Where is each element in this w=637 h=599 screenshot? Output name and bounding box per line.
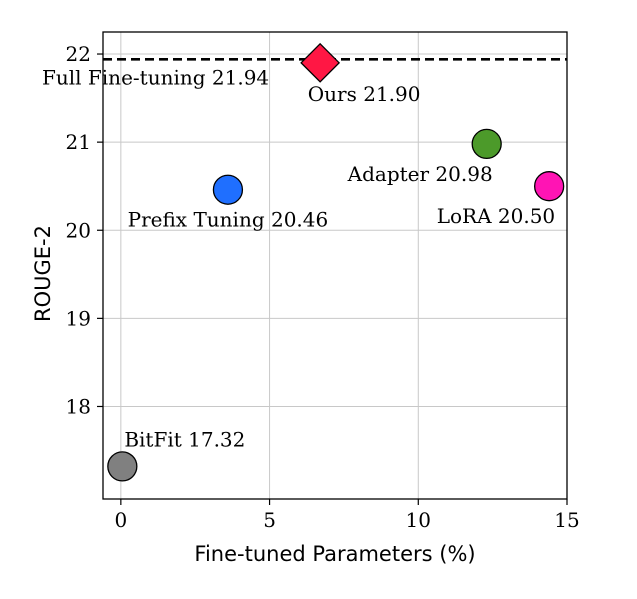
y-axis-title: ROUGE-2 (31, 225, 55, 322)
point-lora (534, 171, 565, 202)
label-prefix-tuning: Prefix Tuning 20.46 (128, 208, 329, 232)
x-axis-title: Fine-tuned Parameters (%) (194, 542, 475, 566)
y-tick-label: 18 (66, 394, 91, 418)
point-ours (300, 42, 341, 83)
point-adapter (471, 128, 502, 160)
point-labels: BitFit 17.32 Prefix Tuning 20.46 Ours 21.9… (42, 65, 555, 451)
x-tick-label: 0 (114, 508, 127, 532)
y-tick-label: 22 (66, 42, 91, 66)
label-ours: Ours 21.90 (308, 82, 421, 106)
label-bitfit: BitFit 17.32 (124, 427, 245, 451)
point-prefix-tuning (212, 174, 244, 205)
x-tick-label: 15 (554, 508, 579, 532)
x-tick-label: 5 (263, 508, 276, 532)
plot-frame (102, 31, 568, 500)
data-points (107, 42, 565, 482)
axis-ticks: 0 5 10 15 18 19 20 21 22 (66, 42, 580, 532)
point-bitfit (107, 451, 138, 482)
label-lora: LoRA 20.50 (437, 204, 555, 228)
y-tick-label: 21 (66, 130, 91, 154)
reference-line-label: Full Fine-tuning 21.94 (42, 65, 269, 89)
x-tick-label: 10 (406, 508, 431, 532)
y-tick-label: 20 (66, 218, 91, 242)
y-tick-label: 19 (66, 306, 91, 330)
label-adapter: Adapter 20.98 (347, 162, 493, 186)
